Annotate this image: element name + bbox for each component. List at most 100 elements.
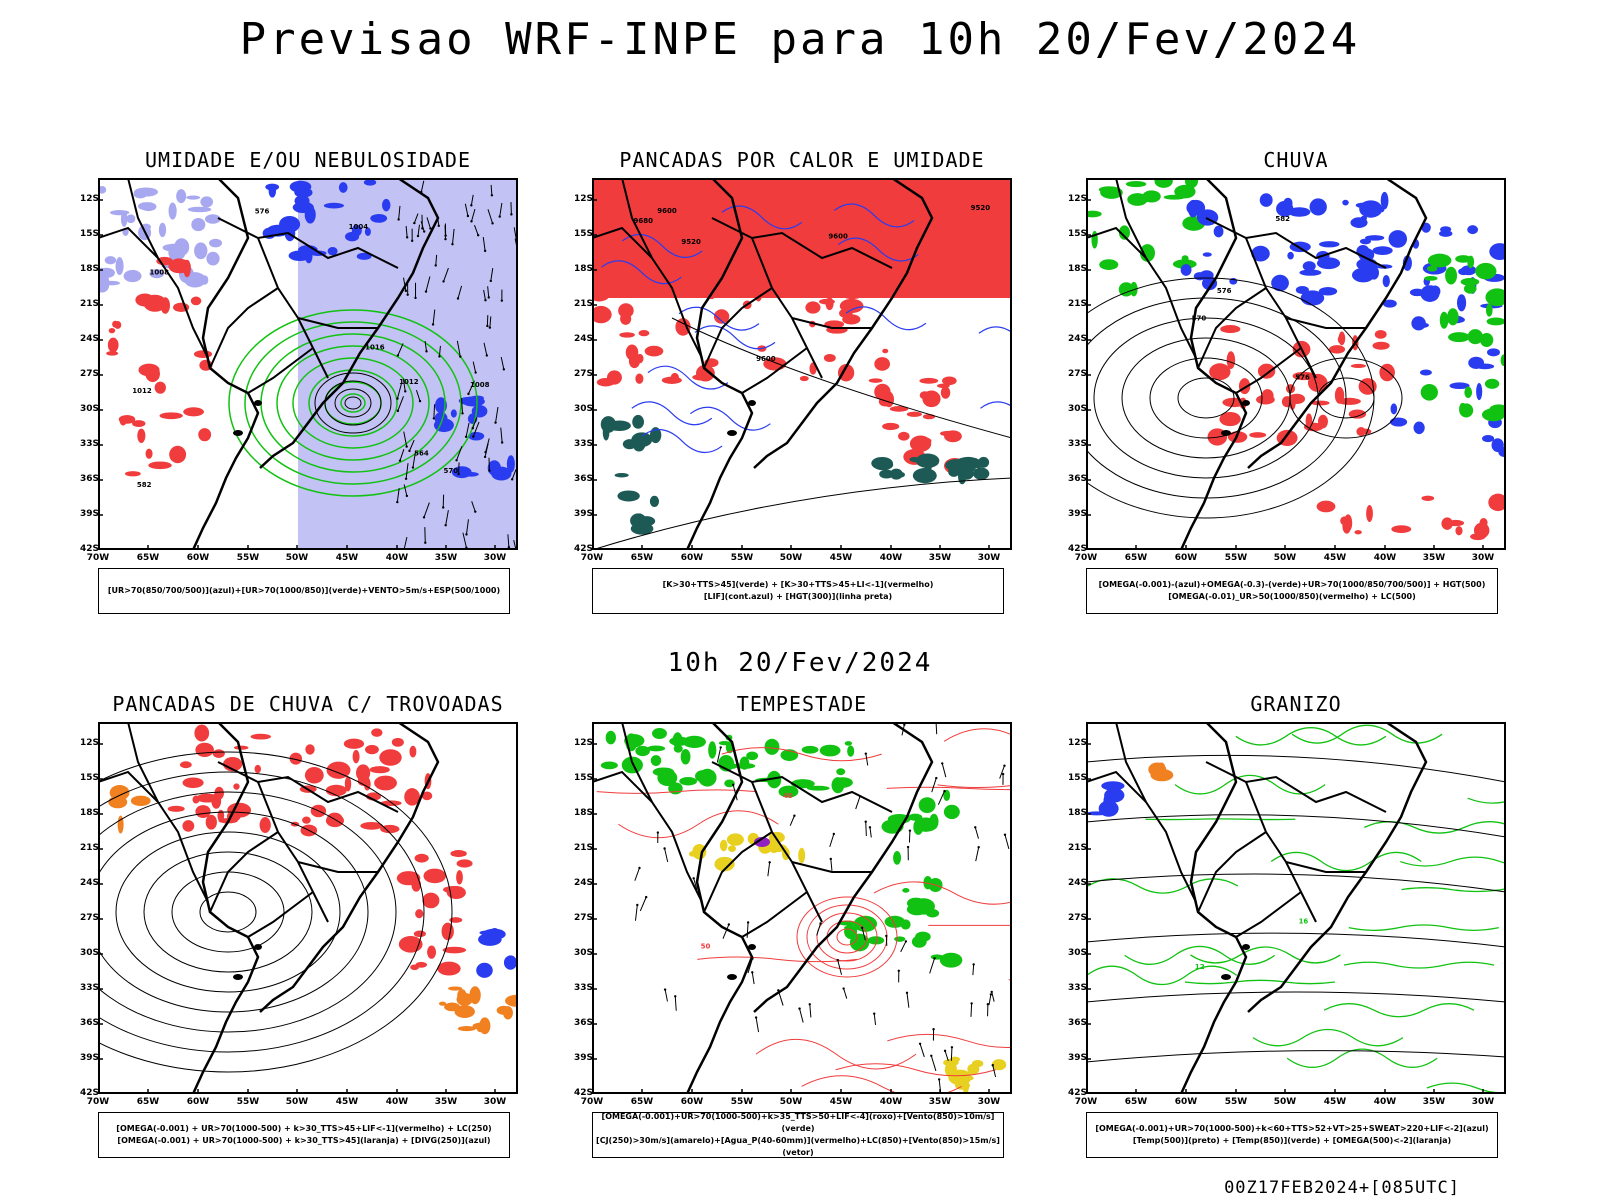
longitude-label: 35W <box>1422 553 1446 563</box>
moisture-contour <box>148 461 172 470</box>
longitude-label: 65W <box>136 553 160 563</box>
wind-vector-head <box>404 289 408 293</box>
wind-vector-head <box>437 224 440 228</box>
wind-vector <box>405 463 409 479</box>
omega-area <box>1287 251 1294 260</box>
omega-area <box>1288 207 1311 217</box>
wind-vector <box>423 502 430 518</box>
wind-vector-head <box>918 1042 922 1045</box>
humidity-area <box>176 189 187 204</box>
wind-vector <box>500 356 505 370</box>
state-border <box>209 287 279 369</box>
latitude-label: 33S <box>80 983 100 993</box>
rain-area <box>1463 283 1477 294</box>
longitude-label: 70W <box>86 553 110 563</box>
longitude-label: 65W <box>136 1097 160 1107</box>
coastline <box>259 722 440 1013</box>
latitude-label: 21S <box>574 843 594 853</box>
map-panel: TEMPESTADE 40 50 12S 15S 18S 21S 24S 27S 30S 33S 36… <box>572 692 1012 1172</box>
omega-area <box>1372 246 1393 256</box>
wind-vector-head <box>751 971 754 974</box>
omega-area <box>1449 382 1470 390</box>
wind-vector <box>424 341 427 352</box>
wind-vector-head <box>991 1064 994 1067</box>
coastline <box>753 722 934 1013</box>
jet-area <box>971 1060 984 1068</box>
state-border <box>791 861 872 873</box>
temperature-850-contour <box>1270 851 1422 872</box>
wind-vector <box>403 431 408 447</box>
wind-vector <box>693 878 698 890</box>
precipitable-water-contour <box>887 1033 1012 1049</box>
panel-title: PANCADAS POR CALOR E UMIDADE <box>619 148 985 172</box>
longitude-label: 40W <box>385 1097 409 1107</box>
wind-vector-head <box>974 826 977 829</box>
legend-line: [Temp(500)](preto) + [Temp(850)](verde) … <box>1132 1136 1452 1145</box>
wind-vector <box>412 452 416 468</box>
main-title: Previsao WRF-INPE para 10h 20/Fev/2024 <box>239 14 1361 65</box>
wind-vector-head <box>421 227 424 230</box>
thunderstorm-area <box>456 870 463 885</box>
thunderstorm-area <box>360 821 383 830</box>
precipitable-water-contour <box>721 747 882 762</box>
latitude-label: 36S <box>80 1018 100 1028</box>
wind-vector-head <box>438 355 441 358</box>
instability-area <box>898 431 910 441</box>
thunderstorm-area <box>179 761 192 769</box>
wind-vector <box>999 765 1005 779</box>
wind-area <box>913 819 924 835</box>
wind-vector-head <box>471 426 474 430</box>
latitude-label: 21S <box>80 299 100 309</box>
wind-vector <box>809 1004 812 1018</box>
wind-vector <box>865 753 869 766</box>
omega-area <box>1358 248 1375 262</box>
wind-vector <box>426 217 431 229</box>
lifted-index-contour <box>845 306 927 331</box>
thunderstorm-area <box>182 820 195 832</box>
wind-vector-head <box>442 506 445 509</box>
temperature-500-contour <box>1086 1050 1506 1063</box>
rain-area <box>1481 408 1505 422</box>
humidity-area <box>194 242 208 260</box>
wind-vector <box>443 267 449 282</box>
instability-area <box>839 298 864 314</box>
latitude-label: 30S <box>1068 404 1088 414</box>
streamline <box>1149 357 1263 439</box>
latitude-label: 18S <box>574 264 594 274</box>
wind-vector <box>420 180 425 193</box>
humidity-area <box>323 202 344 209</box>
wind-vector-head <box>829 857 832 861</box>
latitude-label: 12S <box>1068 738 1088 748</box>
thunderstorm-area <box>404 788 420 806</box>
map-border <box>98 178 518 550</box>
map-layer: 40 50 <box>592 722 1012 1094</box>
latitude-label: 15S <box>574 773 594 783</box>
divergence-area <box>476 962 493 978</box>
humidity-area <box>186 195 201 200</box>
wind-area <box>894 936 906 942</box>
wind-vector <box>484 443 489 458</box>
omega-area <box>1302 261 1316 272</box>
lagoon <box>254 400 262 406</box>
latitude-label: 39S <box>80 509 100 519</box>
jet-area <box>719 839 728 852</box>
contour-label: 40 <box>783 792 793 800</box>
wind-area <box>764 738 780 755</box>
omega-area <box>1365 235 1385 241</box>
low-humidity-contour <box>244 321 462 485</box>
height-contour <box>592 477 1012 550</box>
thunderstorm-area <box>289 752 303 765</box>
wind-vector-head <box>424 290 428 293</box>
instability-area <box>937 383 950 389</box>
latitude-label: 12S <box>574 194 594 204</box>
contour-label: 50 <box>701 943 711 951</box>
panel-title: CHUVA <box>1263 148 1329 172</box>
latitude-label: 15S <box>574 229 594 239</box>
wind-area <box>682 735 706 748</box>
humid-area <box>945 459 969 472</box>
longitude-label: 55W <box>236 1097 260 1107</box>
legend-line: [OMEGA(-0.001)+UR>70(1000-500)+k<60+TTS>… <box>1095 1124 1489 1133</box>
temperature-850-contour <box>1401 887 1506 893</box>
thunderstorm-area <box>413 930 426 938</box>
map-canvas <box>98 722 518 1094</box>
